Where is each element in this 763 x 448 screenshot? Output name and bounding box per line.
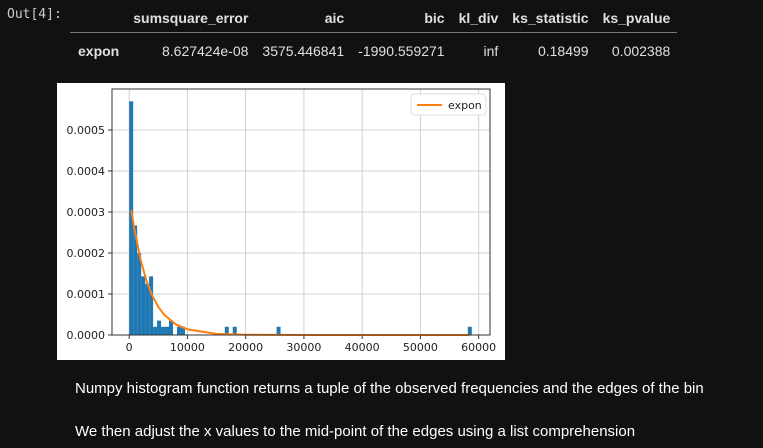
histogram-figure: 0 10000 20000 30000 40000 50000 60000 0.0000 0.0… — [57, 83, 505, 360]
y-tick-label: 0.0000 — [67, 329, 106, 342]
legend-box — [410, 93, 487, 116]
index-header — [70, 6, 127, 33]
histogram-bar — [180, 326, 185, 335]
histogram-chart: 0 10000 20000 30000 40000 50000 60000 0.0000 0.0… — [67, 88, 496, 354]
x-tick-label: 30000 — [286, 341, 321, 354]
histogram-bar — [157, 320, 162, 335]
x-tick-label: 60000 — [461, 341, 496, 354]
legend-label: expon — [448, 99, 482, 112]
histogram-bar — [276, 326, 281, 335]
y-tick-label: 0.0004 — [67, 165, 106, 178]
markdown-paragraph: Numpy histogram function returns a tuple… — [75, 380, 704, 397]
histogram-bar — [129, 101, 134, 335]
plot-frame — [111, 88, 491, 336]
histogram-bar — [141, 276, 146, 335]
x-tick-label: 10000 — [170, 341, 205, 354]
histogram-bar — [161, 326, 166, 335]
table-cell-kl_div: inf — [483, 43, 499, 59]
y-tick-label: 0.0005 — [67, 124, 106, 137]
table-cell-sumsquare_error: 8.627424e-08 — [161, 43, 249, 59]
x-tick-label: 50000 — [403, 341, 438, 354]
column-header-ks_statistic: ks_statistic — [505, 6, 596, 33]
y-tick-label: 0.0001 — [67, 288, 106, 301]
y-tick-label: 0.0002 — [67, 247, 106, 260]
results-table: sumsquare_error aic bic kl_div ks_statistic k… — [70, 6, 678, 66]
series-line-expon — [130, 209, 470, 336]
table-cell-ks_pvalue: 0.002388 — [611, 43, 671, 59]
column-header-sumsquare_error: sumsquare_error — [126, 6, 256, 33]
histogram-bar — [169, 320, 174, 335]
column-header-kl_div: kl_div — [451, 6, 506, 33]
histogram-bar — [133, 225, 138, 335]
x-tick-label: 40000 — [345, 341, 380, 354]
table-cell-aic: 3575.446841 — [262, 43, 345, 59]
histogram-bar — [137, 253, 142, 335]
histogram-bar — [232, 326, 237, 335]
y-tick-label: 0.0003 — [67, 206, 106, 219]
table-header-row: sumsquare_error aic bic kl_div ks_statistic k… — [70, 6, 678, 33]
column-header-ks_pvalue: ks_pvalue — [595, 6, 678, 33]
histogram-bar — [467, 326, 472, 335]
column-header-aic: aic — [255, 6, 352, 33]
table-row: expon 8.627424e-08 3575.446841 -1990.559271… — [70, 33, 677, 66]
histogram-bar — [153, 326, 158, 335]
row-label: expon — [78, 43, 120, 59]
table-cell-bic: -1990.559271 — [358, 43, 445, 59]
histogram-bar — [176, 326, 181, 335]
x-tick-label: 20000 — [228, 341, 263, 354]
histogram-bar — [224, 326, 229, 335]
histogram-bar — [149, 276, 154, 335]
output-prompt: Out[4]: — [7, 7, 62, 22]
x-tick-label: 0 — [126, 341, 133, 354]
table-cell-ks_statistic: 0.18499 — [537, 43, 589, 59]
histogram-bar — [165, 326, 170, 335]
column-header-bic: bic — [351, 6, 452, 33]
histogram-bar — [145, 283, 150, 335]
markdown-paragraph: We then adjust the x values to the mid-p… — [75, 423, 636, 440]
